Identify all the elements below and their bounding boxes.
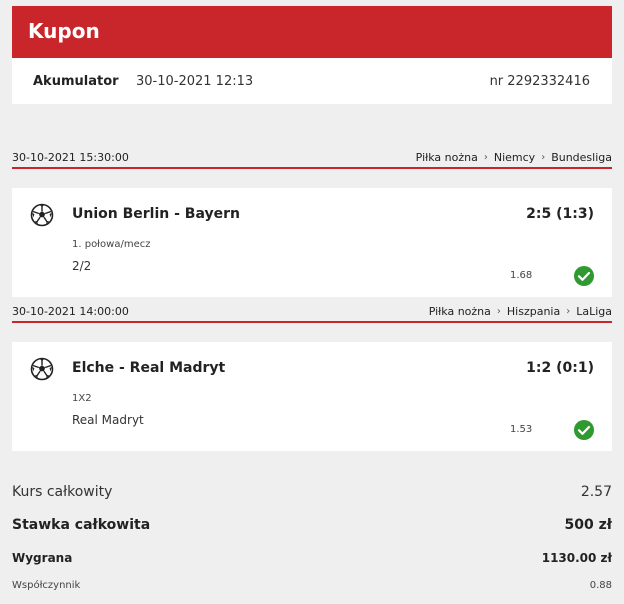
page-title: Kupon [28, 19, 100, 43]
coupon-date: 30-10-2021 12:13 [136, 74, 254, 89]
bet-market: 1. połowa/mecz [72, 239, 151, 250]
event-header: 30-10-2021 15:30:00 Piłka nożna › Niemcy… [12, 149, 612, 169]
match-name[interactable]: Elche - Real Madryt [72, 360, 226, 376]
bet-market: 1X2 [72, 393, 92, 404]
total-odds-value: 2.57 [580, 484, 612, 500]
check-icon [574, 420, 594, 440]
breadcrumb-sport[interactable]: Piłka nożna [415, 151, 478, 164]
breadcrumb-league[interactable]: LaLiga [576, 305, 612, 318]
event-datetime: 30-10-2021 14:00:00 [12, 305, 129, 318]
coupon-info-panel: Akumulator 30-10-2021 12:13 nr 229233241… [12, 58, 612, 104]
stake-value: 500 zł [564, 517, 612, 533]
win-value: 1130.00 zł [541, 551, 612, 565]
chevron-right-icon: › [541, 152, 546, 163]
event-datetime: 30-10-2021 15:30:00 [12, 151, 129, 164]
bet-odds: 1.68 [510, 270, 533, 281]
coupon-number: nr 2292332416 [489, 74, 590, 89]
bet-card[interactable]: Union Berlin - Bayern 2:5 (1:3) 1. połow… [12, 188, 612, 297]
chevron-right-icon: › [483, 152, 488, 163]
breadcrumb-country[interactable]: Niemcy [493, 151, 536, 164]
football-icon [30, 203, 54, 227]
breadcrumb-league[interactable]: Bundesliga [551, 151, 612, 164]
coefficient-value: 0.88 [589, 580, 612, 591]
chevron-right-icon: › [496, 306, 501, 317]
bet-card[interactable]: Elche - Real Madryt 1:2 (0:1) 1X2 Real M… [12, 342, 612, 451]
match-score: 1:2 (0:1) [526, 360, 594, 376]
coupon-header: Kupon [12, 6, 612, 58]
event-header: 30-10-2021 14:00:00 Piłka nożna › Hiszpa… [12, 303, 612, 323]
match-name[interactable]: Union Berlin - Bayern [72, 206, 240, 222]
stake-label: Stawka całkowita [12, 517, 151, 533]
coefficient-label: Współczynnik [12, 580, 81, 591]
breadcrumb: Piłka nożna › Hiszpania › LaLiga [429, 305, 612, 318]
breadcrumb-sport[interactable]: Piłka nożna [428, 305, 491, 318]
breadcrumb-country[interactable]: Hiszpania [506, 305, 561, 318]
total-odds-label: Kurs całkowity [12, 484, 113, 500]
coupon-type: Akumulator [33, 74, 119, 89]
chevron-right-icon: › [566, 306, 571, 317]
bet-odds: 1.53 [510, 424, 533, 435]
breadcrumb: Piłka nożna › Niemcy › Bundesliga [416, 151, 612, 164]
football-icon [30, 357, 54, 381]
win-label: Wygrana [12, 551, 73, 565]
check-icon [574, 266, 594, 286]
bet-pick: Real Madryt [72, 413, 144, 427]
match-score: 2:5 (1:3) [526, 206, 594, 222]
bet-pick: 2/2 [72, 259, 92, 273]
